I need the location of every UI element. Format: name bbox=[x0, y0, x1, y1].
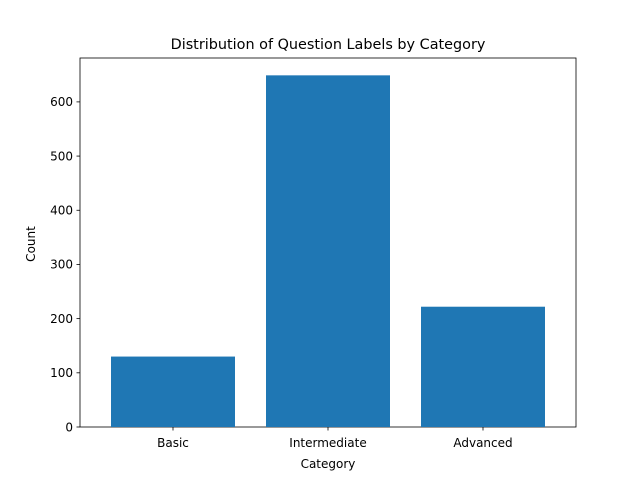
y-tick-label: 600 bbox=[50, 95, 73, 109]
y-tick-label: 400 bbox=[50, 204, 73, 218]
x-axis-label: Category bbox=[301, 457, 356, 471]
y-tick-label: 500 bbox=[50, 149, 73, 163]
y-axis: 0 100 200 300 400 500 600 bbox=[50, 95, 80, 434]
bar-intermediate bbox=[266, 75, 390, 427]
y-tick-label: 200 bbox=[50, 312, 73, 326]
y-tick-label: 300 bbox=[50, 258, 73, 272]
bars-layer bbox=[111, 75, 545, 427]
x-tick-label: Intermediate bbox=[289, 436, 366, 450]
x-axis: Basic Intermediate Advanced bbox=[157, 427, 513, 450]
x-tick-label: Basic bbox=[157, 436, 189, 450]
chart-title: Distribution of Question Labels by Categ… bbox=[171, 37, 486, 53]
bar-advanced bbox=[421, 306, 545, 427]
y-axis-label: Count bbox=[24, 226, 38, 262]
x-tick-label: Advanced bbox=[453, 436, 512, 450]
y-tick-label: 100 bbox=[50, 366, 73, 380]
bar-basic bbox=[111, 356, 235, 427]
y-tick-label: 0 bbox=[65, 420, 73, 434]
